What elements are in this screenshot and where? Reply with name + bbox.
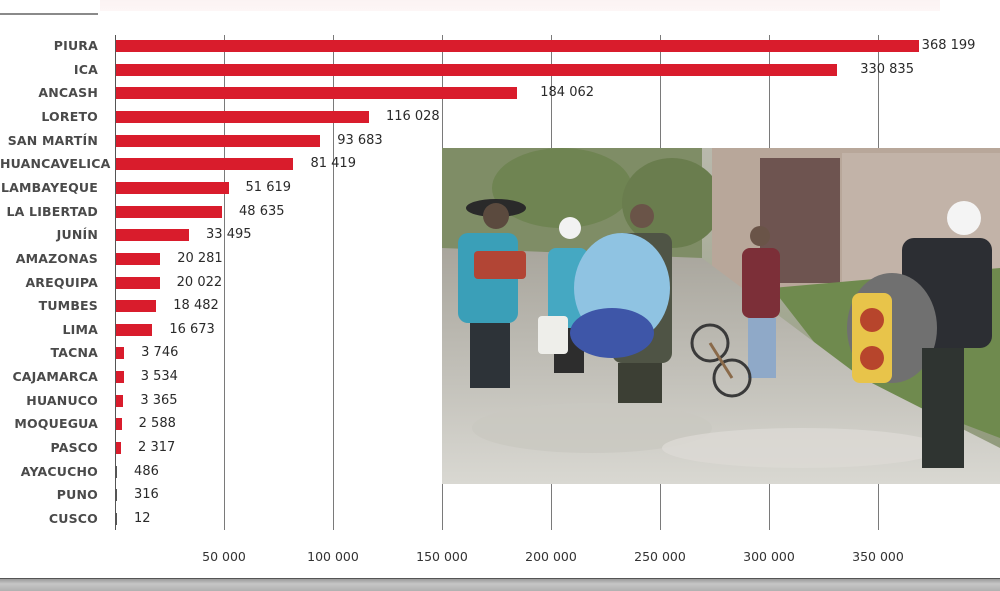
category-label: SAN MARTÍN [7,132,98,148]
category-label: PIURA [53,38,98,53]
category-label: AREQUIPA [25,274,98,290]
category-label: HUANUCO [26,392,98,408]
value-label: 116 028 [385,108,440,124]
bar [116,371,124,384]
x-tick-label: 250 000 [634,549,686,564]
bar [116,87,518,100]
value-label: 368 199 [921,38,976,53]
value-label: 20 022 [176,274,223,290]
category-label: CAJAMARCA [12,369,98,385]
value-label: 2 317 [138,440,176,456]
value-label: 33 495 [206,227,252,243]
bar [116,205,223,218]
category-label: TUMBES [38,298,98,314]
x-tick-label: 300 000 [743,549,795,564]
bar [116,442,122,455]
category-label: PUNO [56,487,98,503]
x-tick-label: 200 000 [525,549,577,564]
category-label: AYACUCHO [20,463,98,479]
bar [116,276,160,289]
category-label: PASCO [50,440,98,456]
horizontal-bar-chart: PIURA 368 199 ICA 330 835 ANCASH 184 062 LORET… [0,35,976,564]
value-label: 93 683 [337,132,383,148]
bar [116,40,919,52]
x-tick-label: 150 000 [416,549,468,564]
category-label: LIMA [62,321,98,337]
bar [116,489,117,502]
bar [116,229,190,242]
bar [116,134,321,147]
value-label: 3 365 [140,392,178,408]
bar [116,465,118,478]
value-label: 12 [134,511,151,526]
x-tick-label: 350 000 [852,549,904,564]
value-label: 2 588 [138,416,176,432]
value-label: 18 482 [173,298,219,314]
bar [116,394,124,407]
value-label: 81 419 [310,156,356,172]
chart-baseline-axis [115,35,116,530]
value-label: 486 [134,463,159,479]
bottom-frame-bar [0,578,1000,591]
category-label: LA LIBERTAD [6,203,98,219]
gridline [224,35,225,530]
top-rule [0,13,98,15]
value-label: 51 619 [245,179,292,195]
gridline [333,35,334,530]
top-decorative-band [100,0,940,11]
category-label: TACNA [50,345,98,361]
value-label: 316 [134,487,159,503]
category-label: MOQUEGUA [14,416,98,432]
category-label: LAMBAYEQUE [1,179,98,195]
value-label: 3 534 [140,369,178,385]
value-label: 20 281 [177,250,223,266]
value-label: 184 062 [540,85,595,101]
bar [116,418,122,431]
category-label: CUSCO [48,511,98,526]
category-label: ANCASH [38,85,98,101]
value-label: 16 673 [169,321,215,337]
category-label: AMAZONAS [15,250,98,266]
bar [116,158,294,171]
value-label: 48 635 [239,203,285,219]
x-tick-label: 50 000 [202,549,246,564]
bar [116,323,153,336]
value-label: 330 835 [860,61,914,77]
bar [116,252,161,265]
category-label: HUANCAVELICA [0,156,111,172]
bar [116,181,229,194]
category-label: ICA [73,61,98,77]
x-tick-label: 100 000 [307,549,359,564]
bar [116,347,125,360]
flood-photo [442,148,1000,484]
category-label: JUNÍN [56,227,98,243]
category-label: LORETO [41,108,98,124]
bar [116,63,838,76]
bar [116,300,157,313]
bar [116,513,117,525]
value-label: 3 746 [141,345,179,361]
bar [116,110,369,123]
